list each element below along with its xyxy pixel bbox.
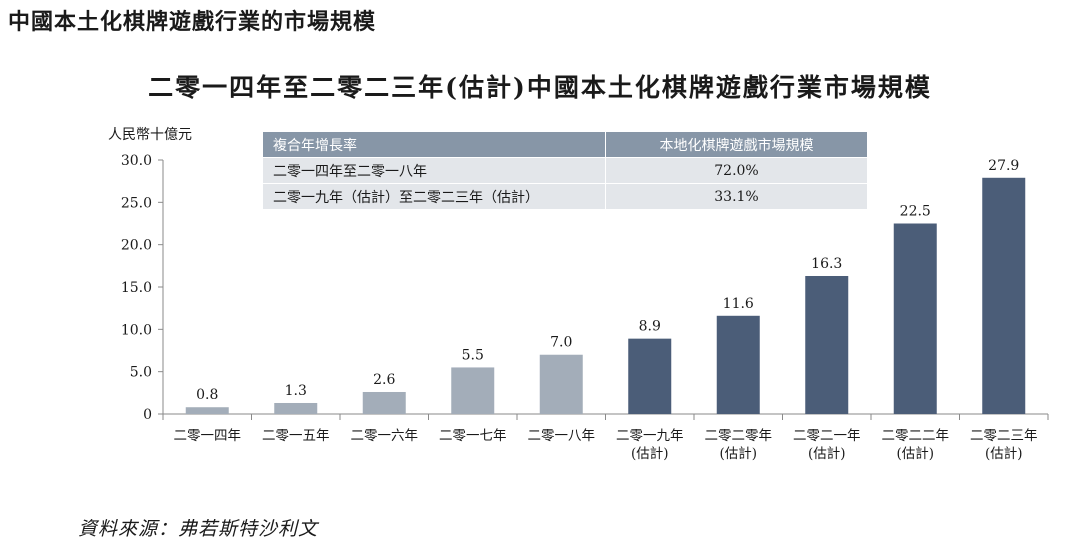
bar [185,407,229,414]
bar [539,354,583,414]
x-tick-label: 二零一九年 [616,428,684,444]
x-tick-label: (估計) [985,446,1023,462]
bar [893,223,937,414]
x-tick-label: (估計) [896,446,934,462]
source-note: 資料來源：弗若斯特沙利文 [78,518,319,540]
data-label: 2.6 [373,372,395,388]
table-header-market-size: 本地化棋牌遊戲市場規模 [605,131,868,158]
y-tick-label: 20.0 [121,238,152,254]
x-tick-label: (估計) [631,446,669,462]
y-tick-label: 30.0 [121,153,152,169]
y-tick-label: 10.0 [121,322,152,338]
page-heading: 中國本土化棋牌遊戲行業的市場規模 [8,9,377,35]
data-label: 16.3 [811,256,842,272]
y-axis-unit-label: 人民幣十億元 [108,127,192,143]
data-label: 27.9 [988,158,1019,174]
x-tick-label: 二零二三年 [970,428,1038,444]
cagr-table: 複合年增長率 本地化棋牌遊戲市場規模 二零一四年至二零一八年 72.0% 二零一… [262,131,868,210]
data-label: 5.5 [462,347,484,363]
x-tick-label: (估計) [719,446,757,462]
table-cell-value: 33.1% [605,183,868,210]
x-tick-label: 二零二一年 [793,428,861,444]
bar [451,367,495,414]
x-tick-label: (估計) [808,446,846,462]
x-tick-label: 二零一六年 [351,428,419,444]
x-tick-label: 二零二零年 [705,428,773,444]
x-tick-label: 二零一五年 [262,428,330,444]
data-label: 22.5 [900,204,931,220]
chart-title: 二零一四年至二零二三年(估計)中國本土化棋牌遊戲行業市場規模 [148,73,932,102]
bar [982,177,1026,414]
bar [628,338,672,414]
table-row: 二零一四年至二零一八年 72.0% [262,157,868,184]
data-label: 7.0 [550,335,572,351]
data-label: 0.8 [196,387,218,403]
y-tick-label: 15.0 [121,280,152,296]
bar [805,275,849,414]
y-tick-label: 0 [143,407,152,423]
bar [274,402,318,414]
table-cell-period: 二零一九年（估計）至二零二三年（估計） [262,183,606,210]
table-cell-value: 72.0% [605,157,868,184]
data-label: 8.9 [639,319,661,335]
table-row: 二零一九年（估計）至二零二三年（估計） 33.1% [262,183,868,210]
data-label: 1.3 [285,383,307,399]
bar [362,391,406,414]
bar [716,315,760,414]
data-label: 11.6 [723,296,754,312]
table-header-cagr: 複合年增長率 [262,131,606,158]
table-header-row: 複合年增長率 本地化棋牌遊戲市場規模 [262,131,868,158]
x-tick-label: 二零一八年 [528,428,596,444]
table-cell-period: 二零一四年至二零一八年 [262,157,606,184]
x-tick-label: 二零二二年 [882,428,950,444]
x-tick-label: 二零一七年 [439,428,507,444]
x-tick-label: 二零一四年 [174,428,242,444]
y-tick-label: 5.0 [130,365,152,381]
y-tick-label: 25.0 [121,195,152,211]
